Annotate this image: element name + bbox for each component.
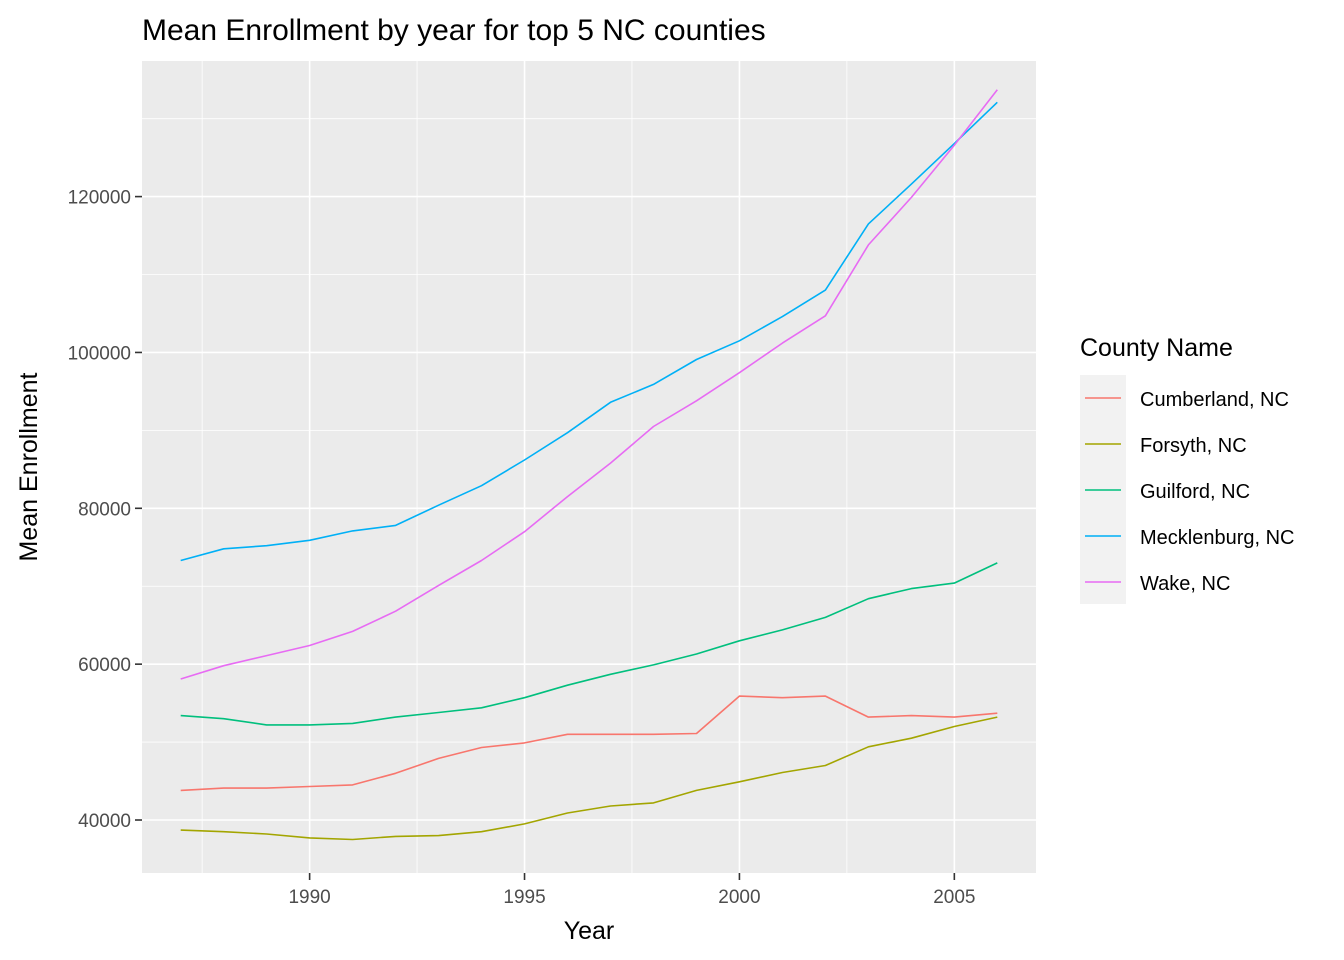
x-tick-label: 2000 — [718, 887, 760, 908]
y-axis-ticks: 40000 60000 80000 100000 120000 — [68, 188, 142, 832]
x-tick-label: 2005 — [933, 887, 975, 908]
series-line-cumberland-nc — [180, 695, 998, 792]
legend-label: Wake, NC — [1140, 573, 1230, 595]
major-gridlines — [142, 61, 1036, 873]
y-tick-label: 80000 — [78, 499, 131, 520]
series-line-guilford-nc — [180, 562, 998, 726]
series-line-forsyth-nc — [180, 716, 998, 841]
series-line-mecklenburg-nc — [180, 101, 998, 562]
y-tick-label: 40000 — [78, 811, 131, 832]
x-tick-label: 1995 — [503, 887, 545, 908]
legend: County Name Cumberland, NC Forsyth, NC Gui… — [1080, 334, 1295, 604]
legend-label: Mecklenburg, NC — [1140, 527, 1295, 549]
y-tick-label: 120000 — [68, 188, 131, 209]
legend-label: Guilford, NC — [1140, 481, 1250, 503]
legend-title: County Name — [1080, 334, 1233, 362]
x-axis-ticks: 1990 1995 2000 2005 — [288, 873, 975, 908]
x-axis-title: Year — [564, 917, 615, 945]
legend-label: Forsyth, NC — [1140, 435, 1247, 457]
series-line-wake-nc — [180, 89, 998, 680]
legend-label: Cumberland, NC — [1140, 389, 1289, 411]
y-tick-label: 60000 — [78, 655, 131, 676]
y-tick-label: 100000 — [68, 343, 131, 364]
x-tick-label: 1990 — [288, 887, 330, 908]
plot-panel — [142, 61, 1036, 873]
series-lines — [180, 89, 998, 841]
chart-title: Mean Enrollment by year for top 5 NC cou… — [142, 14, 766, 47]
y-axis-title: Mean Enrollment — [15, 372, 43, 561]
